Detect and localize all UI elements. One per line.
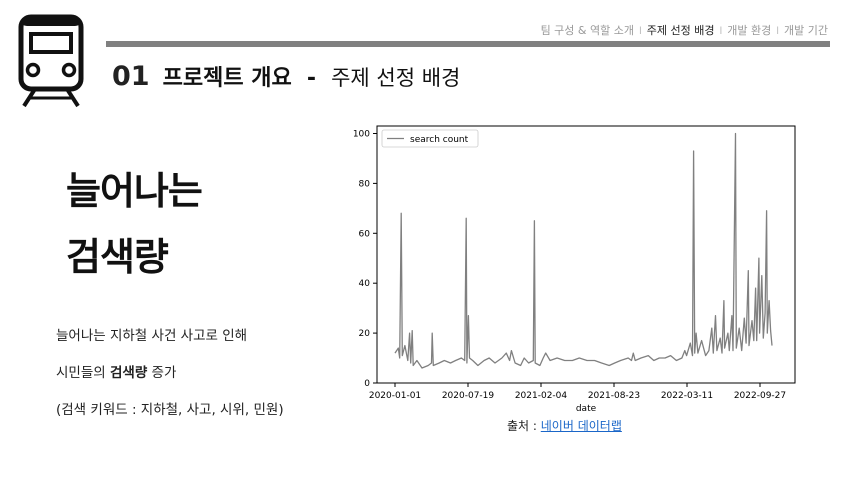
y-tick-label: 20 — [359, 329, 371, 339]
y-tick-label: 80 — [359, 179, 371, 189]
description-line-2-suffix: 증가 — [147, 365, 177, 381]
nav-separator: l — [638, 26, 642, 37]
main-title-line-2: 검색량 — [66, 235, 169, 279]
nav-item-dev-environment[interactable]: 개발 환경 — [727, 24, 772, 37]
description-line-2-prefix: 시민들의 — [56, 365, 110, 381]
y-tick-label: 40 — [359, 279, 371, 289]
section-subtitle: 주제 선정 배경 — [331, 66, 461, 90]
x-tick-label: 2021-08-23 — [588, 391, 640, 401]
legend: search count — [381, 129, 479, 148]
description-line-1: 늘어나는 지하철 사건 사고로 인해 — [56, 328, 248, 344]
nav-separator: l — [776, 26, 780, 37]
nav-item-topic-background[interactable]: 주제 선정 배경 — [646, 24, 715, 37]
series-line-search-count — [394, 132, 773, 369]
description: 늘어나는 지하철 사건 사고로 인해 시민들의 검색량 증가 (검색 키워드 :… — [56, 324, 284, 435]
top-navigation: 팀 구성 & 역할 소개 l 주제 선정 배경 l 개발 환경 l 개발 기간 — [541, 22, 828, 38]
page-heading: 01 프로젝트 개요 - 주제 선정 배경 — [112, 60, 460, 92]
search-count-chart: 0 20 40 60 80 100 2020-01-01 2020-07-19 2021-02-… — [353, 125, 796, 414]
description-line-2-bold: 검색량 — [109, 365, 148, 381]
y-tick-label: 0 — [364, 379, 370, 389]
main-title: 늘어나는 검색량 — [66, 158, 203, 290]
section-number: 01 — [112, 61, 150, 92]
y-tick-label: 60 — [359, 229, 371, 239]
main-title-line-1: 늘어나는 — [66, 169, 203, 213]
plot-frame — [376, 125, 796, 384]
source-note: 출처 : 네이버 데이터랩 — [507, 417, 622, 434]
y-tick-label: 100 — [353, 129, 370, 139]
legend-label: search count — [410, 135, 469, 145]
nav-separator: l — [719, 26, 723, 37]
header-divider-bar — [106, 41, 830, 47]
x-axis-label: date — [576, 404, 597, 414]
source-link[interactable]: 네이버 데이터랩 — [540, 419, 622, 433]
nav-item-team[interactable]: 팀 구성 & 역할 소개 — [540, 24, 634, 37]
nav-item-dev-period[interactable]: 개발 기간 — [784, 24, 828, 37]
x-tick-label: 2020-01-01 — [369, 391, 421, 401]
x-tick-label: 2020-07-19 — [442, 391, 495, 401]
x-tick-label: 2022-09-27 — [734, 391, 786, 401]
section-title: 프로젝트 개요 — [162, 66, 292, 91]
description-line-3: (검색 키워드 : 지하철, 사고, 시위, 민원) — [56, 402, 284, 418]
description-line-2: 시민들의 검색량 증가 — [56, 361, 284, 398]
source-label: 출처 : — [507, 419, 541, 433]
x-tick-label: 2021-02-04 — [515, 391, 568, 401]
train-icon — [18, 14, 84, 108]
heading-dash: - — [306, 66, 317, 91]
legend-box — [381, 129, 479, 148]
x-tick-label: 2022-03-11 — [661, 391, 713, 401]
